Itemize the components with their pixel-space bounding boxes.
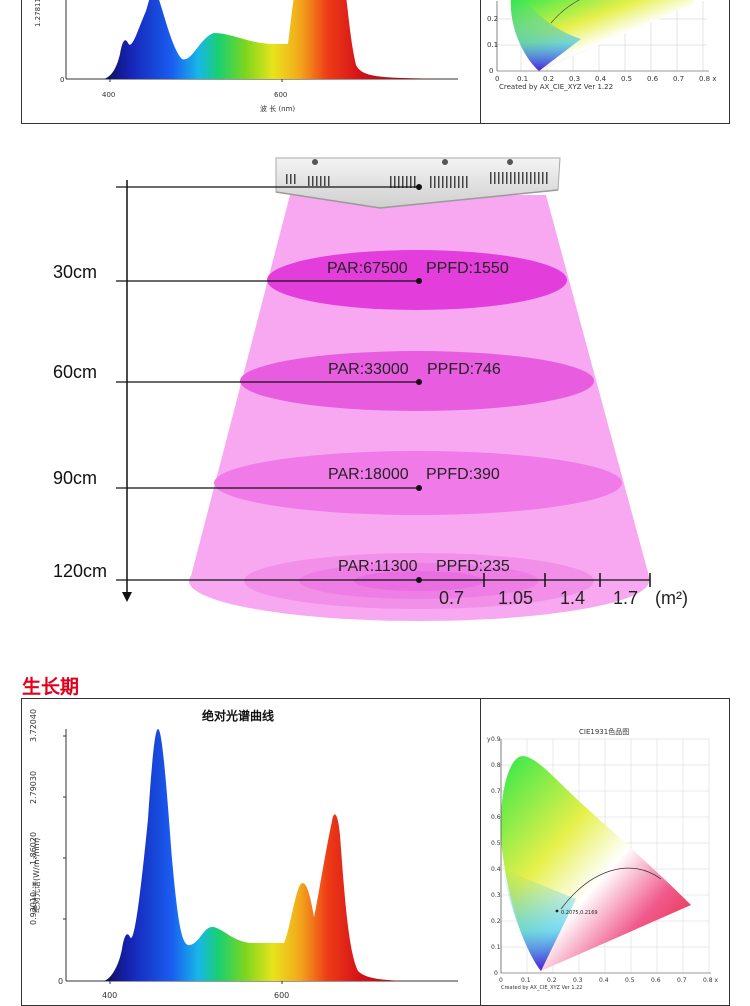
area-tick-1.05: 1.05 [498,588,533,608]
area-unit: (m²) [655,588,688,608]
top-cie-xtick: 0.6 [647,75,659,83]
bottom-spectrum-xtick-600: 600 [274,991,289,1000]
bottom-spectrum-ytick: 3.72040 [29,709,38,742]
top-cie-xtick: 0.3 [569,75,580,83]
top-cie-panel: 0.2 0.1 0 0 0.1 0.2 0.3 0.4 0.5 0.6 0.7 … [480,0,730,124]
top-cie-xtick: 0.4 [595,75,607,83]
top-spectrum-panel: 1.27811 0 400 600 波 长 (nm) [21,0,482,124]
grow-light-lamp [275,157,561,209]
bottom-cie-ytick: 0.4 [491,866,501,873]
area-tick-1.4: 1.4 [560,588,585,608]
bottom-cie-chart: CIE1931色品图 0.2075,0.2169 y 0.9 0.8 0.7 0… [487,727,718,991]
bottom-spectrum-chart: 绝对光谱曲线 3.72040 2.79030 1.86020 0.93010 0… [29,708,458,1000]
bottom-spectrum-ytick: 1.86020 [29,832,38,865]
bottom-cie-ytick: 0.2 [491,918,501,925]
top-spectrum-ytick: 1.27811 [34,0,42,27]
bottom-cie-ytick: 0.7 [491,788,501,795]
top-cie-credit: Created by AX_CIE_XYZ Ver 1.22 [499,83,613,91]
bottom-cie-xtick: 0.5 [625,977,635,984]
bottom-spectrum-ytick: 0 [58,977,63,986]
bottom-spectrum-area [104,729,442,981]
level-30cm-ppfd: PPFD:1550 [426,260,509,277]
bottom-cie-xtick: 0.7 [677,977,687,984]
bottom-spectrum-panel: 绝对光谱曲线 3.72040 2.79030 1.86020 0.93010 0… [21,698,482,1006]
bottom-cie-locus [560,867,662,910]
level-60cm-par: PAR:33000 [328,361,409,378]
bottom-cie-panel: CIE1931色品图 0.2075,0.2169 y 0.9 0.8 0.7 0… [480,698,730,1006]
distance-30cm: 30cm [53,262,98,282]
top-spectrum-xtick-600: 600 [274,91,287,99]
top-cie-xtick: 0.2 [543,75,554,83]
bottom-cie-yaxis-label: y [487,736,491,743]
level-90cm-ellipse [214,451,622,515]
bottom-cie-xtick: 0.2 [547,977,557,984]
bottom-cie-blue-region [503,869,576,971]
top-spectrum-zero: 0 [60,76,64,84]
bottom-cie-ytick: 0.3 [491,892,501,899]
level-90cm-ppfd: PPFD:390 [426,466,500,483]
top-cie-chart: 0.2 0.1 0 0 0.1 0.2 0.3 0.4 0.5 0.6 0.7 … [487,0,717,91]
bottom-cie-ytick: 0 [494,970,498,977]
top-cie-xtick: 0.5 [621,75,632,83]
top-cie-xtick: 0.7 [673,75,684,83]
bottom-cie-xtick: 0.8 x [703,977,718,984]
top-cie-xtick: 0 [495,75,499,83]
area-tick-1.7: 1.7 [613,588,638,608]
top-cie-xtick: 0.1 [517,75,528,83]
bottom-spectrum-xtick-400: 400 [102,991,117,1000]
bottom-cie-credit: Created by AX_CIE_XYZ Ver 1.22 [501,985,582,991]
bottom-cie-xtick: 0 [499,977,503,984]
top-spectrum-area [104,0,442,79]
top-cie-locus [550,0,580,24]
top-cie-ytick-0.1: 0.1 [487,41,498,49]
bottom-cie-ytick: 0.1 [491,944,501,951]
level-30cm-par: PAR:67500 [327,260,408,277]
bottom-cie-ytick: 0.8 [491,762,501,769]
height-axis-arrow [122,592,132,602]
area-tick-0.7: 0.7 [439,588,464,608]
bottom-cie-xtick: 0.1 [521,977,531,984]
distance-120cm: 120cm [53,561,108,581]
bottom-spectrum-ylabel: 绝对光谱(W/m²/nm) [31,838,41,913]
level-90cm-par: PAR:18000 [328,466,409,483]
distance-90cm: 90cm [53,468,98,488]
bottom-cie-xtick: 0.6 [651,977,661,984]
bottom-cie-xtick: 0.3 [573,977,583,984]
top-cie-blue-region [510,0,581,71]
coverage-diagram: PAR:67500 PPFD:1550 PAR:33000 PPFD:746 P… [116,157,688,621]
top-spectrum-chart: 1.27811 0 400 600 波 长 (nm) [34,0,458,113]
bottom-cie-point-label: 0.2075,0.2169 [561,910,598,916]
level-60cm-ppfd: PPFD:746 [427,361,501,378]
bottom-cie-point [555,909,559,913]
top-spectrum-xtick-400: 400 [102,91,115,99]
bottom-cie-ytick: 0.9 [491,736,501,743]
bottom-spectrum-title: 绝对光谱曲线 [202,708,274,723]
distance-60cm: 60cm [53,362,98,382]
level-120cm-par: PAR:11300 [338,558,418,575]
bottom-cie-ytick: 0.6 [491,814,501,821]
top-spectrum-xlabel: 波 长 (nm) [260,104,295,113]
top-cie-ytick-0.2: 0.2 [487,15,498,23]
bottom-spectrum-ytick: 2.79030 [29,771,38,804]
top-cie-xtick: 0.8 x [699,75,717,83]
bottom-cie-title: CIE1931色品图 [579,727,629,736]
level-120cm-ppfd: PPFD:235 [436,558,510,575]
bottom-cie-ytick: 0.5 [491,840,501,847]
section-title-growth: 生长期 [22,676,80,698]
bottom-cie-xtick: 0.4 [599,977,609,984]
top-cie-ytick-0: 0 [489,67,493,75]
bottom-spectrum-ytick: 0.93010 [29,892,38,925]
